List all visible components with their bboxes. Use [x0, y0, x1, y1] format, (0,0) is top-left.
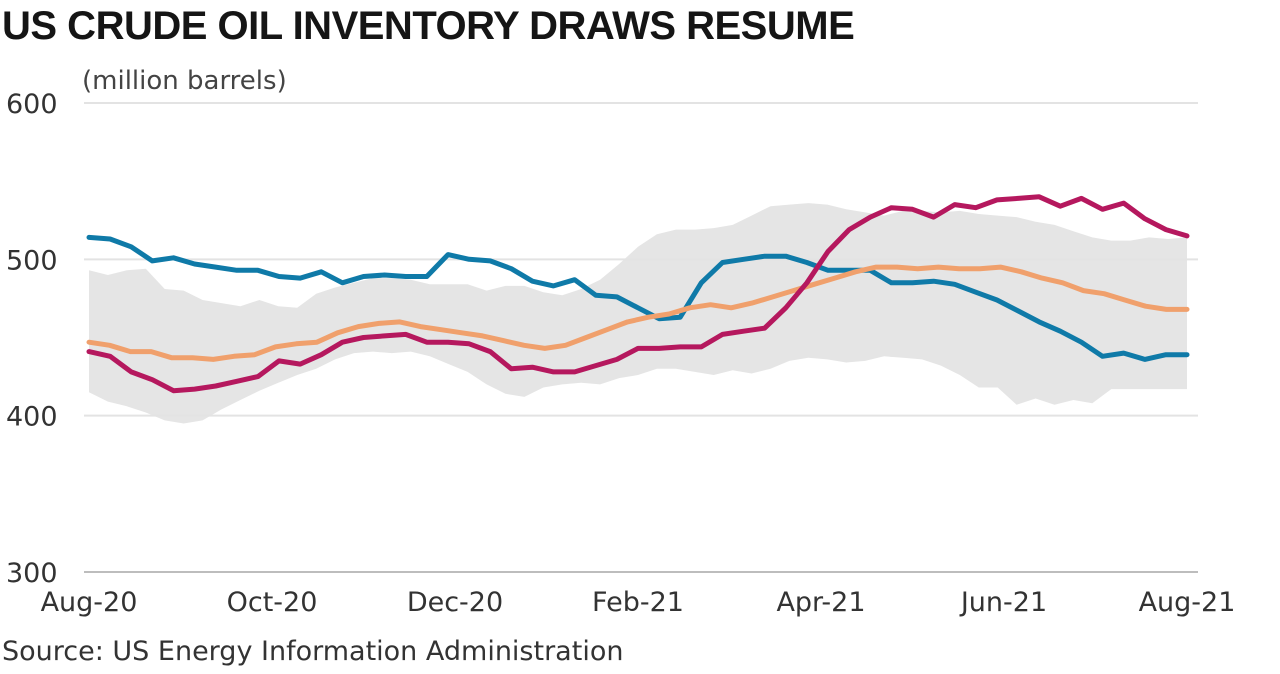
y-tick-label: 600 — [6, 89, 58, 120]
series-line-2 — [86, 264, 1190, 362]
series-line-3 — [86, 194, 1190, 394]
y-axis-unit-label: (million barrels) — [82, 66, 287, 96]
x-tick-label: Apr-21 — [776, 587, 865, 618]
x-tick-label: Aug-20 — [41, 587, 138, 618]
chart-title: US CRUDE OIL INVENTORY DRAWS RESUME — [2, 4, 855, 48]
x-tick-label: Dec-20 — [407, 587, 503, 618]
x-tick-label: Oct-20 — [227, 587, 318, 618]
series-line-1 — [86, 234, 1190, 362]
y-tick-label: 300 — [6, 558, 58, 589]
y-tick-label: 500 — [6, 245, 58, 276]
y-tick-label: 400 — [6, 402, 58, 433]
range-band-area — [89, 203, 1187, 424]
series-lines — [86, 194, 1190, 394]
x-tick-label: Jun-21 — [959, 587, 1047, 618]
y-axis-ticks: 300 400 500 600 — [6, 89, 58, 589]
x-tick-label: Feb-21 — [592, 587, 684, 618]
gridlines — [84, 102, 1198, 573]
x-tick-label: Aug-21 — [1139, 587, 1236, 618]
historical-range-band — [89, 203, 1187, 424]
source-note: Source: US Energy Information Administra… — [2, 636, 624, 667]
x-axis-ticks: Aug-20 Oct-20 Dec-20 Feb-21 Apr-21 Jun-21 Aug-… — [41, 587, 1236, 618]
